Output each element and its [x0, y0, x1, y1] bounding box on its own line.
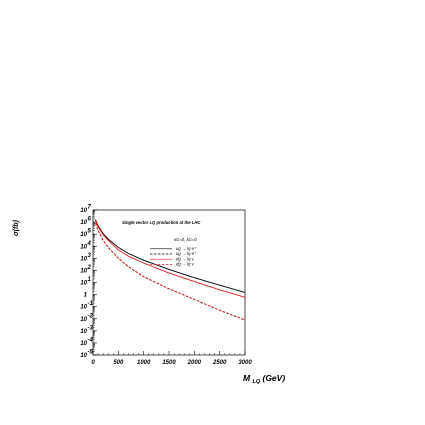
y-tick-exponent: -3: [88, 325, 94, 331]
y-tick-exponent: -2: [88, 313, 94, 319]
plot-area-border: [92, 209, 246, 356]
x-tick-label: 3000: [238, 360, 252, 366]
series-layer: [95, 219, 246, 321]
y-tick-exponent: 3: [88, 253, 92, 259]
x-tick-label: 1500: [162, 360, 176, 366]
y-tick-label: 10: [80, 305, 87, 311]
series-line-2: [95, 223, 246, 321]
x-axis-title: M LQ (GeV): [243, 373, 285, 385]
y-axis-title: σ(fb): [13, 219, 20, 236]
y-tick-label: 10: [80, 341, 87, 347]
x-axis-title-main: M: [243, 373, 251, 383]
y-tick-exponent: 6: [88, 217, 92, 223]
series-line-3: [95, 220, 246, 298]
y-axis-ticks: 107106105104103102101110-110-210-310-410…: [80, 205, 97, 359]
x-tick-label: 500: [113, 360, 124, 366]
y-tick-label: 10: [80, 268, 87, 274]
legend-label-3: dg → lq ν: [176, 256, 195, 261]
y-tick-label: 10: [80, 281, 87, 287]
y-tick-exponent: -1: [88, 301, 94, 307]
legend: Single vector LQ production at the LHC κ…: [122, 220, 201, 267]
y-tick-label: 10: [80, 220, 87, 226]
chart-title: Single vector LQ production at the LHC: [122, 220, 201, 225]
legend-label-1: ug → lq e⁺: [176, 246, 197, 251]
y-tick-label: 1: [84, 293, 88, 299]
plot-frame: [92, 209, 246, 356]
x-tick-label: 1000: [137, 360, 151, 366]
y-tick-label: 10: [80, 329, 87, 335]
y-tick-exponent: -4: [88, 337, 94, 343]
y-tick-exponent: 7: [88, 205, 92, 211]
y-tick-exponent: 5: [88, 229, 92, 235]
y-tick-exponent: 1: [88, 277, 92, 283]
x-tick-label: 0: [91, 360, 95, 366]
y-tick-label: 10: [80, 244, 87, 250]
legend-header: κG=0, λG=0: [174, 237, 197, 242]
series-line-1: [95, 219, 246, 293]
y-tick-exponent: 2: [87, 265, 92, 271]
x-axis-ticks: 0 500 1000 1500 2000 2500 3000: [91, 351, 252, 366]
series-line-4: [95, 223, 246, 321]
x-axis-title-unit: (GeV): [262, 373, 285, 383]
y-tick-exponent: 4: [87, 241, 92, 247]
y-tick-label: 10: [80, 208, 87, 214]
y-tick-label: 10: [80, 232, 87, 238]
legend-label-4: dg → lq ν: [176, 262, 195, 267]
x-axis-title-subscript: LQ: [252, 379, 260, 385]
x-tick-label: 2500: [212, 360, 227, 366]
legend-entries: ug → lq e⁺ug → lq e⁺dg → lq νdg → lq ν: [150, 246, 197, 267]
y-tick-exponent: -5: [88, 350, 94, 356]
legend-label-2: ug → lq e⁺: [176, 251, 197, 256]
y-tick-label: 10: [80, 317, 87, 323]
y-tick-label: 10: [80, 353, 87, 359]
y-tick-label: 10: [80, 256, 87, 262]
x-tick-label: 2000: [187, 360, 202, 366]
